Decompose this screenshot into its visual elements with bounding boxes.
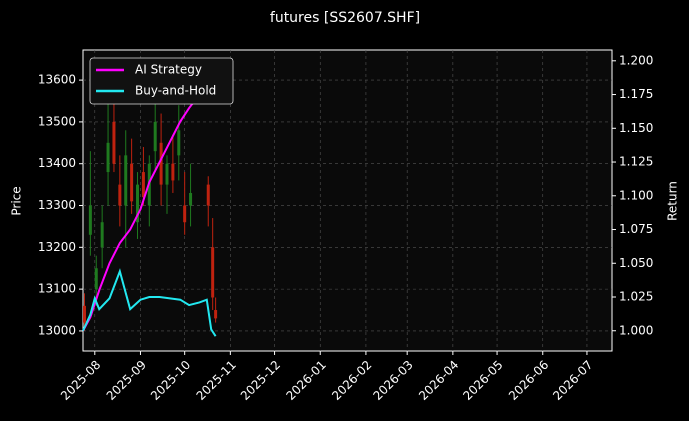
y-tick-label: 13500: [38, 114, 76, 128]
series-line: [82, 268, 217, 337]
candle-body: [88, 205, 92, 235]
legend-label: AI Strategy: [135, 63, 202, 77]
candle-body: [94, 268, 98, 290]
y2-tick-label: 1.000: [619, 323, 653, 337]
candle-body: [100, 222, 104, 248]
legend-box: [89, 57, 234, 105]
candle-body: [130, 163, 134, 202]
y2-axis-label: Return: [666, 181, 680, 221]
candle-body: [206, 184, 210, 206]
y2-tick-label: 1.125: [619, 155, 653, 169]
candle-body: [177, 130, 181, 156]
y2-tick-label: 1.075: [619, 222, 653, 236]
y-tick-label: 13200: [38, 240, 76, 254]
candle-body: [112, 121, 116, 164]
y-tick-label: 13000: [38, 323, 76, 337]
candle-body: [124, 155, 128, 206]
legend-label: Buy-and-Hold: [135, 84, 216, 98]
candle-body: [136, 184, 140, 223]
y2-tick-label: 1.100: [619, 188, 653, 202]
candle-body: [211, 247, 215, 298]
candle-body: [118, 184, 122, 206]
chart-title: futures [SS2607.SHF]: [270, 10, 420, 26]
candle-body: [106, 142, 110, 173]
candle-body: [171, 163, 175, 181]
y-axis-label: Price: [10, 186, 24, 215]
y-tick-label: 13600: [38, 73, 76, 87]
y2-tick-label: 1.025: [619, 290, 653, 304]
candle-body: [153, 121, 157, 152]
y-tick-label: 13100: [38, 282, 76, 296]
candle-body: [159, 142, 163, 185]
y2-tick-label: 1.200: [619, 53, 653, 67]
candle-body: [82, 305, 86, 323]
candle-body: [214, 310, 218, 319]
y2-tick-label: 1.175: [619, 87, 653, 101]
y-tick-label: 13300: [38, 198, 76, 212]
y2-tick-label: 1.050: [619, 256, 653, 270]
candle-body: [141, 172, 145, 198]
y-tick-label: 13400: [38, 156, 76, 170]
y2-tick-label: 1.150: [619, 121, 653, 135]
candle-body: [189, 192, 193, 206]
candle-body: [165, 163, 169, 185]
candle-body: [183, 205, 187, 223]
